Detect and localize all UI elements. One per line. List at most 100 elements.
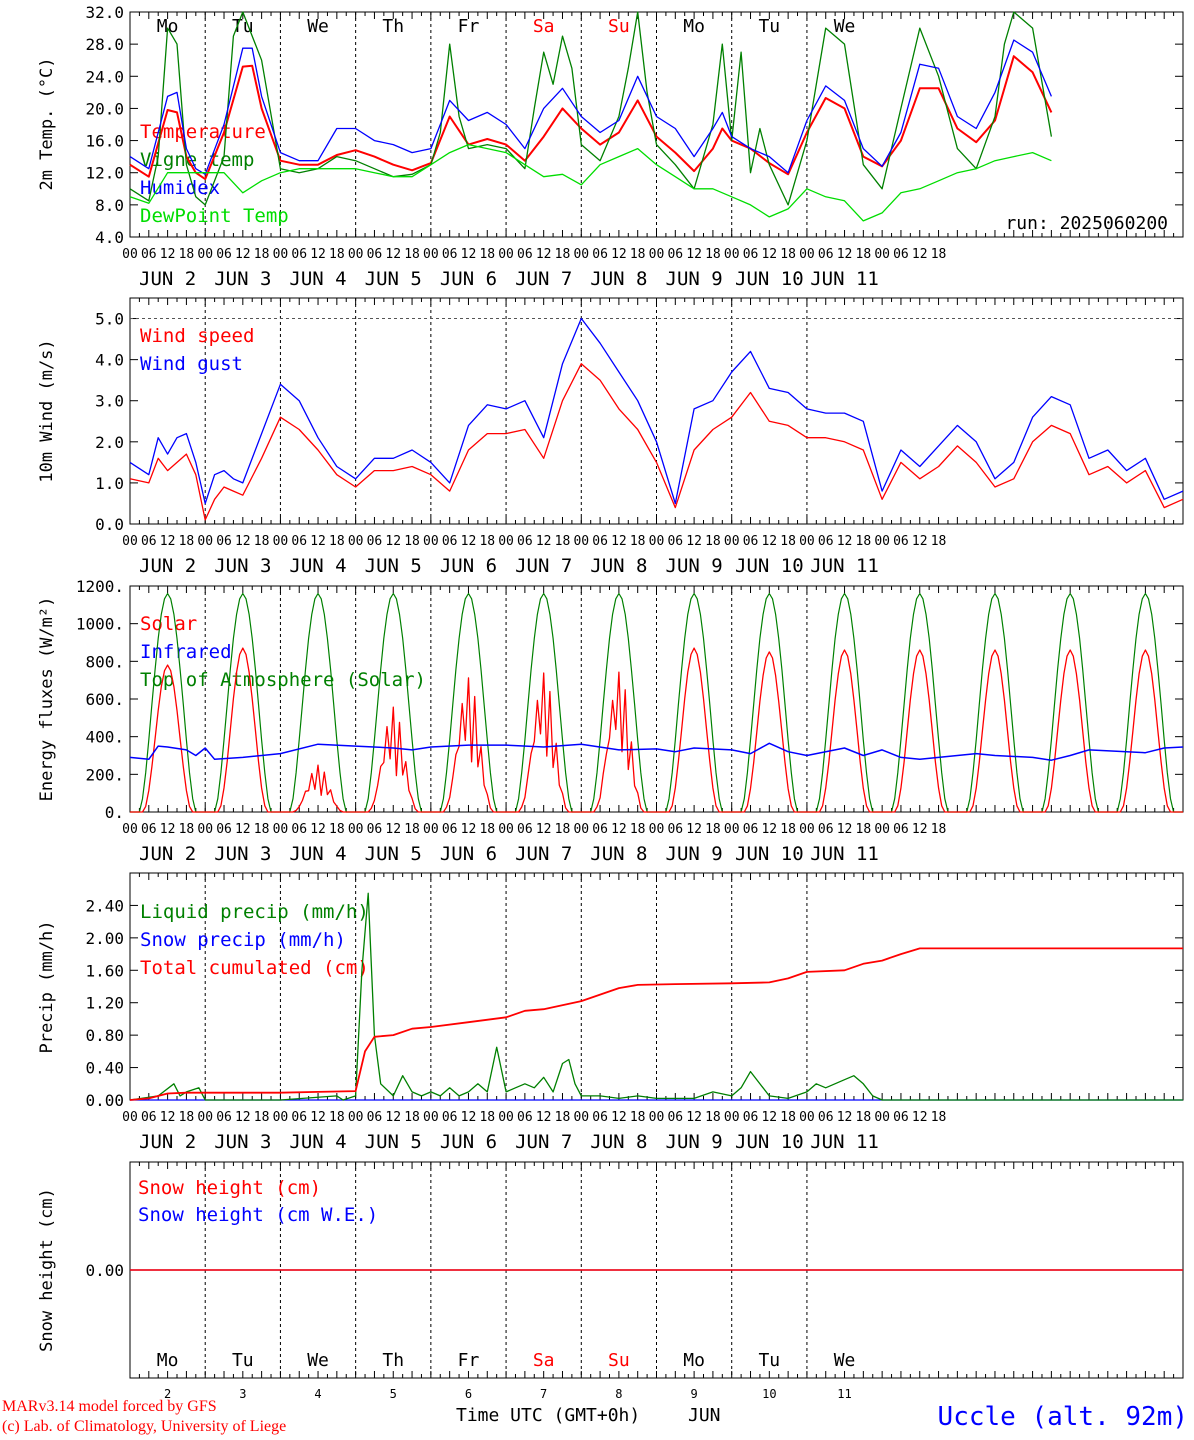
date-label: JUN 6 <box>440 1131 497 1153</box>
date-label: JUN 8 <box>590 268 647 290</box>
hour-tick-label: 18 <box>931 1110 947 1125</box>
y-axis-label: Precip (mm/h) <box>37 920 57 1053</box>
y-tick-label: 800. <box>85 652 124 671</box>
y-tick-label: 0.40 <box>85 1059 124 1078</box>
hour-tick-label: 06 <box>517 534 533 549</box>
day-number-label: 3 <box>239 1387 246 1401</box>
legend-label: DewPoint Temp <box>140 205 289 227</box>
hour-tick-label: 18 <box>555 534 571 549</box>
day-name-label: We <box>834 16 856 37</box>
date-label: JUN 11 <box>810 555 879 577</box>
y-tick-label: 1.0 <box>95 474 124 493</box>
hour-tick-label: 00 <box>122 822 138 837</box>
hour-tick-label: 18 <box>329 534 345 549</box>
hour-tick-label: 06 <box>141 247 157 262</box>
hour-tick-label: 18 <box>780 247 796 262</box>
hour-tick-label: 06 <box>216 247 232 262</box>
hour-tick-label: 06 <box>291 822 307 837</box>
hour-tick-label: 06 <box>442 247 458 262</box>
hour-tick-label: 12 <box>837 534 853 549</box>
series-line-total-cumulated <box>129 947 1183 1101</box>
hour-tick-label: 12 <box>461 1110 477 1125</box>
hour-tick-label: 00 <box>122 1110 138 1125</box>
day-number-label: 9 <box>690 1387 697 1401</box>
hour-tick-label: 06 <box>743 822 759 837</box>
hour-tick-label: 00 <box>573 247 589 262</box>
day-name-label: Mo <box>157 1350 179 1371</box>
day-name-label: Tu <box>232 1350 254 1371</box>
hour-tick-label: 12 <box>310 247 326 262</box>
day-name-label: We <box>834 1350 856 1371</box>
hour-tick-label: 00 <box>799 822 815 837</box>
date-label: JUN 8 <box>590 1131 647 1153</box>
hour-tick-label: 18 <box>254 534 270 549</box>
hour-tick-label: 06 <box>517 1110 533 1125</box>
hour-tick-label: 06 <box>442 534 458 549</box>
date-label: JUN 9 <box>666 268 723 290</box>
hour-tick-label: 12 <box>536 822 552 837</box>
model-credit: MARv3.14 model forced by GFS <box>2 1398 217 1415</box>
hour-tick-label: 12 <box>761 1110 777 1125</box>
hour-tick-label: 18 <box>179 247 195 262</box>
hour-tick-label: 12 <box>761 534 777 549</box>
day-number-label: 6 <box>465 1387 472 1401</box>
day-number-label: 2 <box>164 1387 171 1401</box>
date-label: JUN 7 <box>515 1131 572 1153</box>
day-name-label: Mo <box>683 16 705 37</box>
y-tick-label: 12.0 <box>85 164 124 183</box>
hour-tick-label: 12 <box>461 247 477 262</box>
hour-tick-label: 00 <box>423 822 439 837</box>
hour-tick-label: 00 <box>874 247 890 262</box>
hour-tick-label: 12 <box>385 534 401 549</box>
hour-tick-label: 06 <box>893 822 909 837</box>
hour-tick-label: 12 <box>160 1110 176 1125</box>
y-tick-label: 4.0 <box>95 228 124 247</box>
hour-tick-label: 06 <box>291 1110 307 1125</box>
hour-tick-label: 06 <box>893 1110 909 1125</box>
hour-tick-label: 18 <box>856 1110 872 1125</box>
hour-tick-label: 18 <box>179 1110 195 1125</box>
hour-tick-label: 12 <box>611 822 627 837</box>
y-tick-label: 1.20 <box>85 994 124 1013</box>
hour-tick-label: 12 <box>686 247 702 262</box>
day-name-label: Sa <box>533 1350 555 1371</box>
y-tick-label: 16.0 <box>85 132 124 151</box>
month-label: JUN <box>688 1405 721 1426</box>
y-tick-label: 2.40 <box>85 896 124 915</box>
hour-tick-label: 00 <box>197 822 213 837</box>
date-label: JUN 4 <box>289 1131 346 1153</box>
hour-tick-label: 12 <box>160 534 176 549</box>
date-label: JUN 9 <box>666 843 723 865</box>
hour-tick-label: 00 <box>724 534 740 549</box>
hour-tick-label: 06 <box>291 247 307 262</box>
y-tick-label: 28.0 <box>85 35 124 54</box>
date-label: JUN 3 <box>214 268 271 290</box>
y-tick-label: 5.0 <box>95 310 124 329</box>
date-label: JUN 7 <box>515 843 572 865</box>
day-name-label: Tu <box>758 16 780 37</box>
date-label: JUN 4 <box>289 843 346 865</box>
hour-tick-label: 12 <box>536 1110 552 1125</box>
hour-tick-label: 18 <box>555 822 571 837</box>
hour-tick-label: 00 <box>197 1110 213 1125</box>
hour-tick-label: 00 <box>197 534 213 549</box>
legend-label: Wind speed <box>140 325 254 347</box>
hour-tick-label: 12 <box>160 822 176 837</box>
hour-tick-label: 00 <box>573 1110 589 1125</box>
hour-tick-label: 06 <box>818 1110 834 1125</box>
date-label: JUN 2 <box>139 268 196 290</box>
hour-tick-label: 12 <box>536 247 552 262</box>
hour-tick-label: 18 <box>780 1110 796 1125</box>
hour-tick-label: 12 <box>837 247 853 262</box>
hour-tick-label: 18 <box>780 534 796 549</box>
hour-tick-label: 12 <box>461 534 477 549</box>
hour-tick-label: 00 <box>348 1110 364 1125</box>
y-tick-label: 20.0 <box>85 99 124 118</box>
date-label: JUN 7 <box>515 268 572 290</box>
date-label: JUN 4 <box>289 555 346 577</box>
date-label: JUN 6 <box>440 843 497 865</box>
y-tick-label: 1000. <box>76 615 124 634</box>
series-line-wind-speed <box>129 363 1184 521</box>
hour-tick-label: 18 <box>254 1110 270 1125</box>
